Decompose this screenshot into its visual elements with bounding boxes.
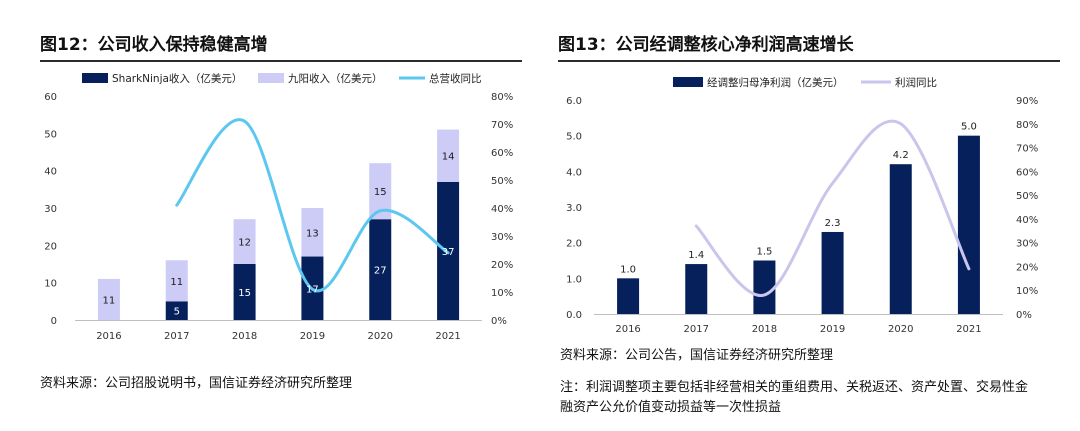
x-tick-label: 2016 <box>615 324 640 335</box>
x-tick-label: 2018 <box>752 324 777 335</box>
bar-value-label: 1.4 <box>688 250 704 261</box>
bar-value-label: 1.0 <box>620 264 636 275</box>
y-tick-label: 6.0 <box>566 96 582 107</box>
growth-line <box>694 119 971 297</box>
y2-tick-label: 20% <box>1016 262 1038 273</box>
bar-value-label: 37 <box>442 247 455 258</box>
bar-series1-2019 <box>821 231 844 314</box>
figure-12-title-rule <box>40 60 522 62</box>
y-tick-label: 30 <box>44 204 57 215</box>
legend-label: 利润同比 <box>895 76 937 89</box>
y2-tick-label: 90% <box>1016 96 1038 107</box>
figure-12-panel: 图12：公司收入保持稳健高增 0 10 20 30 40 50 60 0% 10% 20% 30% 4… <box>40 35 522 391</box>
y2-tick-label: 10% <box>1016 286 1038 297</box>
figure-13-panel: 图13：公司经调整核心净利润高速增长 0.0 1.0 2.0 3.0 4.0 5.0 6.0… <box>540 0 1080 431</box>
legend-swatch <box>673 77 703 87</box>
y2-tick-label: 60% <box>491 148 513 159</box>
y2-tick-label: 40% <box>491 204 513 215</box>
y2-tick-label: 70% <box>1016 144 1038 155</box>
bar-series1-2017 <box>685 264 708 314</box>
y2-tick-label: 70% <box>491 120 513 131</box>
bar-value-label: 11 <box>103 295 116 306</box>
bar-value-label: 5 <box>174 307 180 318</box>
y-tick-label: 60 <box>44 92 57 103</box>
x-tick-label: 2019 <box>300 331 325 342</box>
y2-tick-label: 10% <box>491 288 513 299</box>
bar-series2-2016 <box>97 278 120 320</box>
y2-tick-label: 30% <box>1016 239 1038 250</box>
y-tick-label: 5.0 <box>566 132 582 143</box>
y2-tick-label: 0% <box>491 316 507 327</box>
y-tick-label: 10 <box>44 279 57 290</box>
figure-12-title: 图12：公司收入保持稳健高增 <box>40 35 268 55</box>
bar-series1-2017 <box>165 301 188 320</box>
y-tick-label: 50 <box>44 129 57 140</box>
y2-tick-label: 50% <box>491 176 513 187</box>
bar-series2-2019 <box>301 208 324 257</box>
bar-series1-2020 <box>889 164 912 314</box>
x-tick-label: 2020 <box>888 324 913 335</box>
bar-value-label: 27 <box>374 266 387 277</box>
bar-value-label: 1.5 <box>756 247 772 258</box>
y2-tick-label: 20% <box>491 260 513 271</box>
x-tick-label: 2021 <box>435 331 460 342</box>
y-tick-label: 0.0 <box>566 310 582 321</box>
bar-value-label: 11 <box>170 277 183 288</box>
revenue-chart: 0 10 20 30 40 50 60 0% 10% 20% 30% 40% 50% 60% 70% 80% 2… <box>44 72 513 342</box>
figure-13-source: 资料来源：公司公告，国信证券经济研究所整理 <box>560 348 834 363</box>
x-tick-label: 2017 <box>684 324 709 335</box>
x-tick-label: 2016 <box>96 331 121 342</box>
bar-value-label: 4.2 <box>893 150 909 161</box>
y-tick-label: 4.0 <box>566 167 582 178</box>
bar-series1-2016 <box>617 278 640 314</box>
legend-swatch <box>258 73 284 83</box>
y2-tick-label: 30% <box>491 232 513 243</box>
x-tick-label: 2021 <box>956 324 981 335</box>
bar-value-label: 12 <box>238 238 251 249</box>
x-tick-label: 2019 <box>820 324 845 335</box>
y-tick-label: 20 <box>44 241 57 252</box>
y-tick-label: 2.0 <box>566 239 582 250</box>
figure-12-source: 资料来源：公司招股说明书，国信证券经济研究所整理 <box>40 376 353 391</box>
growth-line <box>175 118 450 293</box>
bar-series1-2018 <box>233 264 256 320</box>
bar-value-label: 14 <box>442 152 455 163</box>
legend-label: SharkNinja收入（亿美元） <box>112 72 242 85</box>
y-tick-label: 40 <box>44 167 57 178</box>
bar-value-label: 5.0 <box>961 122 977 133</box>
bar-series2-2017 <box>165 260 188 302</box>
figure-13-note: 注：利润调整项主要包括非经营相关的重组费用、关税返还、资产处置、交易性金融资产公… <box>560 380 1029 415</box>
bar-series2-2018 <box>233 219 256 264</box>
y-tick-label: 1.0 <box>566 274 582 285</box>
bar-series1-2021 <box>437 181 460 320</box>
x-tick-label: 2020 <box>368 331 393 342</box>
y2-tick-label: 60% <box>1016 167 1038 178</box>
x-tick-label: 2017 <box>164 331 189 342</box>
profit-chart: 0.0 1.0 2.0 3.0 4.0 5.0 6.0 0% 10% 20% 30% 40% 50% 60… <box>566 76 1038 335</box>
legend-label: 总营收同比 <box>429 72 482 85</box>
bar-series2-2020 <box>369 163 392 220</box>
y2-tick-label: 80% <box>1016 120 1038 131</box>
legend-swatch <box>82 73 108 83</box>
bar-value-label: 15 <box>374 187 387 198</box>
bar-series1-2021 <box>957 135 980 314</box>
y-tick-label: 0 <box>51 316 57 327</box>
legend-label: 九阳收入（亿美元） <box>288 72 383 85</box>
bar-value-label: 17 <box>306 284 319 295</box>
bar-value-label: 15 <box>238 288 251 299</box>
bar-series1-2018 <box>753 260 776 314</box>
bar-value-label: 2.3 <box>825 218 841 229</box>
figure-13-title: 图13：公司经调整核心净利润高速增长 <box>558 35 854 55</box>
bar-series2-2021 <box>437 129 460 182</box>
legend-label: 经调整归母净利润（亿美元） <box>707 76 844 89</box>
y2-tick-label: 50% <box>1016 191 1038 202</box>
bar-series1-2020 <box>369 219 392 320</box>
figure-13-title-rule <box>558 60 1060 62</box>
x-tick-label: 2018 <box>232 331 257 342</box>
bar-value-label: 13 <box>306 228 319 239</box>
y2-tick-label: 0% <box>1016 310 1032 321</box>
y-tick-label: 3.0 <box>566 203 582 214</box>
y2-tick-label: 40% <box>1016 215 1038 226</box>
y2-tick-label: 80% <box>491 92 513 103</box>
